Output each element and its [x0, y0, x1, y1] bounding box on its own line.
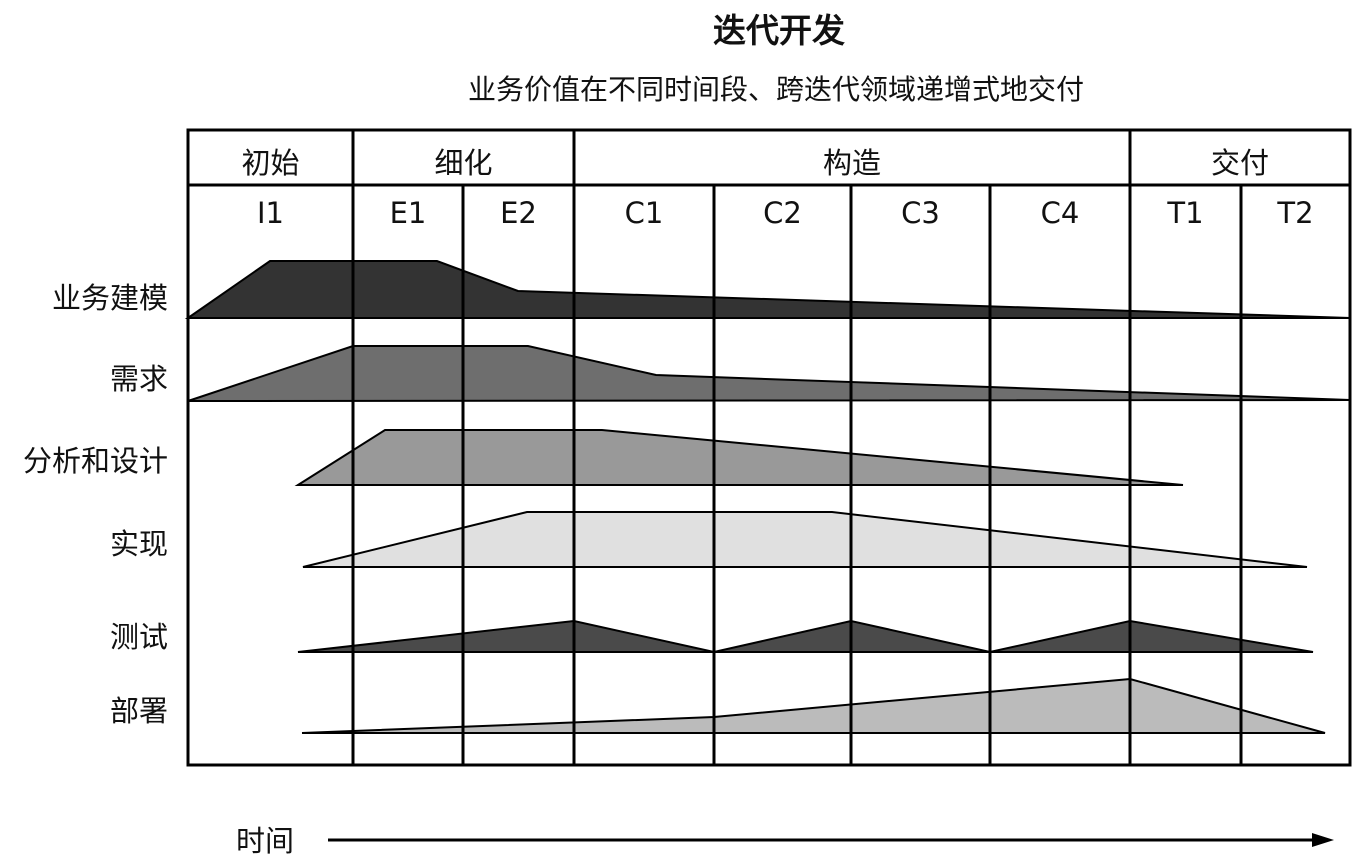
diagram-title: 迭代开发 [713, 11, 845, 50]
time-arrow-head-icon [1312, 833, 1334, 847]
iteration-label: I1 [256, 196, 284, 230]
discipline-test: 测试 [109, 620, 168, 654]
diagram-subtitle: 业务价值在不同时间段、跨迭代领域递增式地交付 [467, 73, 1084, 106]
effort-hump-1 [184, 260, 1351, 319]
iteration-label: C1 [624, 196, 664, 230]
phase-transition: 交付 [1210, 146, 1269, 180]
effort-hump-6 [301, 677, 1326, 734]
effort-hump-3 [294, 429, 1184, 486]
time-axis-label: 时间 [236, 824, 295, 858]
phase-inception: 初始 [241, 146, 300, 180]
discipline-implementation: 实现 [109, 527, 168, 561]
phase-elaboration: 细化 [434, 146, 493, 180]
iteration-label: T1 [1167, 196, 1204, 230]
iteration-label: C3 [901, 196, 940, 230]
iteration-label: C4 [1040, 196, 1080, 230]
effort-hump-5 [297, 619, 1314, 654]
discipline-requirements: 需求 [109, 362, 168, 396]
discipline-business-modeling: 业务建模 [51, 281, 168, 315]
iteration-label: E1 [389, 196, 427, 230]
iteration-label: E2 [500, 196, 537, 230]
discipline-deployment: 部署 [109, 694, 168, 728]
iteration-label: T2 [1277, 196, 1314, 230]
discipline-analysis-design: 分析和设计 [22, 444, 168, 478]
effort-hump-2 [187, 345, 1351, 402]
phase-construction: 构造 [822, 146, 881, 180]
effort-hump-4 [302, 511, 1308, 568]
iteration-label: C2 [763, 196, 802, 230]
grid-border [186, 128, 1352, 767]
